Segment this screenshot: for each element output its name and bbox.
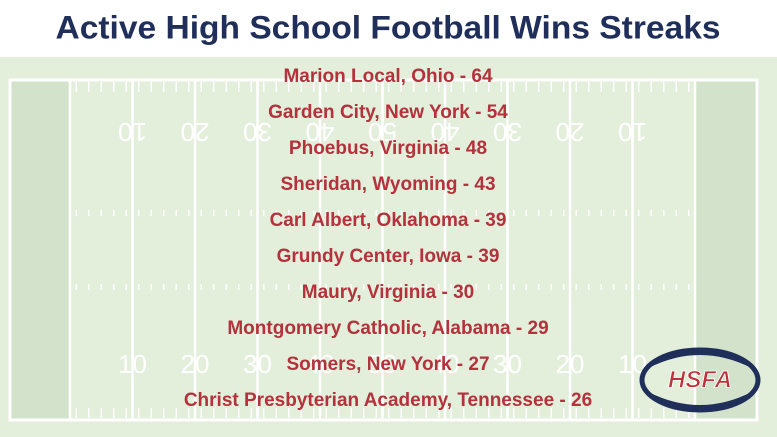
logo-ball [639,347,761,413]
streak-list: Marion Local, Ohio - 64 Garden City, New … [184,66,592,411]
end-zone-left [10,80,70,420]
yard-number: 30 [493,349,522,379]
field [0,57,777,437]
title-band [0,0,777,57]
yard-number: 20 [181,117,210,147]
yard-number: 10 [118,117,147,147]
streak-item: Montgomery Catholic, Alabama - 29 [227,318,548,339]
logo: HSFA [639,347,761,413]
yard-number: 10 [118,349,147,379]
yard-lines [68,80,697,420]
streak-item: Phoebus, Virginia - 48 [289,138,487,159]
yard-number: 30 [243,117,272,147]
yard-number: 20 [556,349,585,379]
logo-stripe [647,351,753,368]
yard-number: 10 [618,117,647,147]
yard-number: 40 [431,349,460,379]
yard-number: 40 [306,117,335,147]
streak-item: Sheridan, Wyoming - 43 [280,174,495,195]
streak-item: Maury, Virginia - 30 [302,282,474,303]
title: Active High School Football Wins Streaks [56,9,721,45]
yard-number: 40 [431,117,460,147]
streak-item: Christ Presbyterian Academy, Tennessee -… [184,390,592,411]
logo-stripe [647,392,753,409]
yard-number: 40 [306,349,335,379]
yard-number: 30 [493,117,522,147]
yard-number: 20 [181,349,210,379]
streak-item: Marion Local, Ohio - 64 [283,66,492,87]
streak-item: Somers, New York - 27 [286,354,489,375]
streak-item: Grundy Center, Iowa - 39 [277,246,500,267]
yard-number: 30 [243,349,272,379]
logo-text: HSFA [668,366,732,393]
streak-item: Garden City, New York - 54 [268,102,508,123]
yard-number: 20 [556,117,585,147]
yard-number: 50 [368,117,397,147]
yard-number: 50 [368,349,397,379]
streak-item: Carl Albert, Oklahoma - 39 [270,210,507,231]
